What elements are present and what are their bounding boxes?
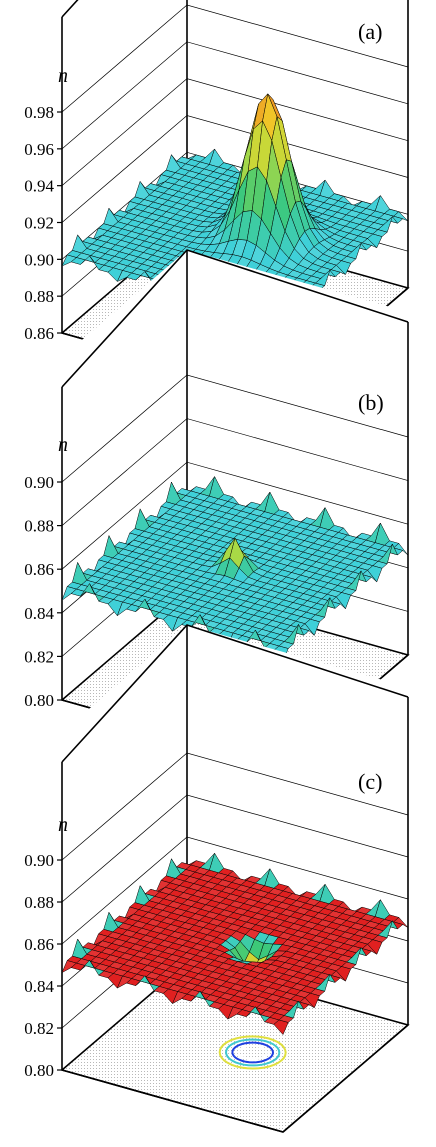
box-top-edge (61, 624, 409, 763)
panel-a-label: (a) (358, 19, 382, 44)
z-tick-label: 0.84 (24, 604, 54, 623)
panel-b-z-axis-label: n (58, 434, 68, 456)
z-tick-label: 0.86 (24, 935, 54, 954)
surface-cell (273, 1019, 289, 1036)
panel-a-z-axis-label: n (58, 65, 68, 87)
panel-c-z-ticks: 0.90 0.88 0.86 0.84 0.82 0.80 (24, 851, 62, 1080)
panel-a-z-ticks: 0.98 0.96 0.94 0.92 0.90 0.88 0.86 (24, 103, 62, 343)
contour-ring (231, 1041, 275, 1064)
z-tick-label: 0.90 (24, 473, 54, 492)
z-tick-label: 0.86 (24, 560, 54, 579)
z-tick-label: 0.80 (24, 1061, 54, 1080)
z-tick-label: 0.90 (24, 250, 54, 269)
z-tick-label: 0.98 (24, 103, 54, 122)
panel-c: 0.90 0.88 0.86 0.84 0.82 0.80 n (c) (24, 624, 410, 1133)
z-tick-label: 0.80 (24, 691, 54, 710)
box-front-edge (61, 1069, 284, 1133)
box-right-edge (282, 1024, 409, 1133)
z-tick-label: 0.88 (24, 287, 54, 306)
z-tick-label: 0.94 (24, 177, 54, 196)
contour-ring (224, 1038, 281, 1067)
panel-b-label: (b) (358, 390, 384, 415)
box-top-edge (61, 249, 409, 388)
panel-b-z-ticks: 0.90 0.88 0.86 0.84 0.82 0.80 (24, 473, 62, 710)
z-tick-label: 0.92 (24, 214, 54, 233)
panel-c-label: (c) (358, 769, 382, 794)
contour-ring (218, 1035, 287, 1070)
z-tick-label: 0.88 (24, 517, 54, 536)
contour-ring (237, 1044, 268, 1061)
z-tick-label: 0.86 (24, 324, 54, 343)
z-tick-label: 0.96 (24, 140, 54, 159)
z-tick-label: 0.84 (24, 977, 54, 996)
z-tick-label: 0.82 (24, 647, 54, 666)
panel-c-z-axis-label: n (58, 814, 68, 836)
panel-c-surface (61, 852, 409, 1036)
z-tick-label: 0.90 (24, 851, 54, 870)
panel-b-surface (61, 475, 409, 663)
z-tick-label: 0.82 (24, 1019, 54, 1038)
panel-c-box-front (61, 1024, 409, 1133)
z-tick-label: 0.88 (24, 893, 54, 912)
